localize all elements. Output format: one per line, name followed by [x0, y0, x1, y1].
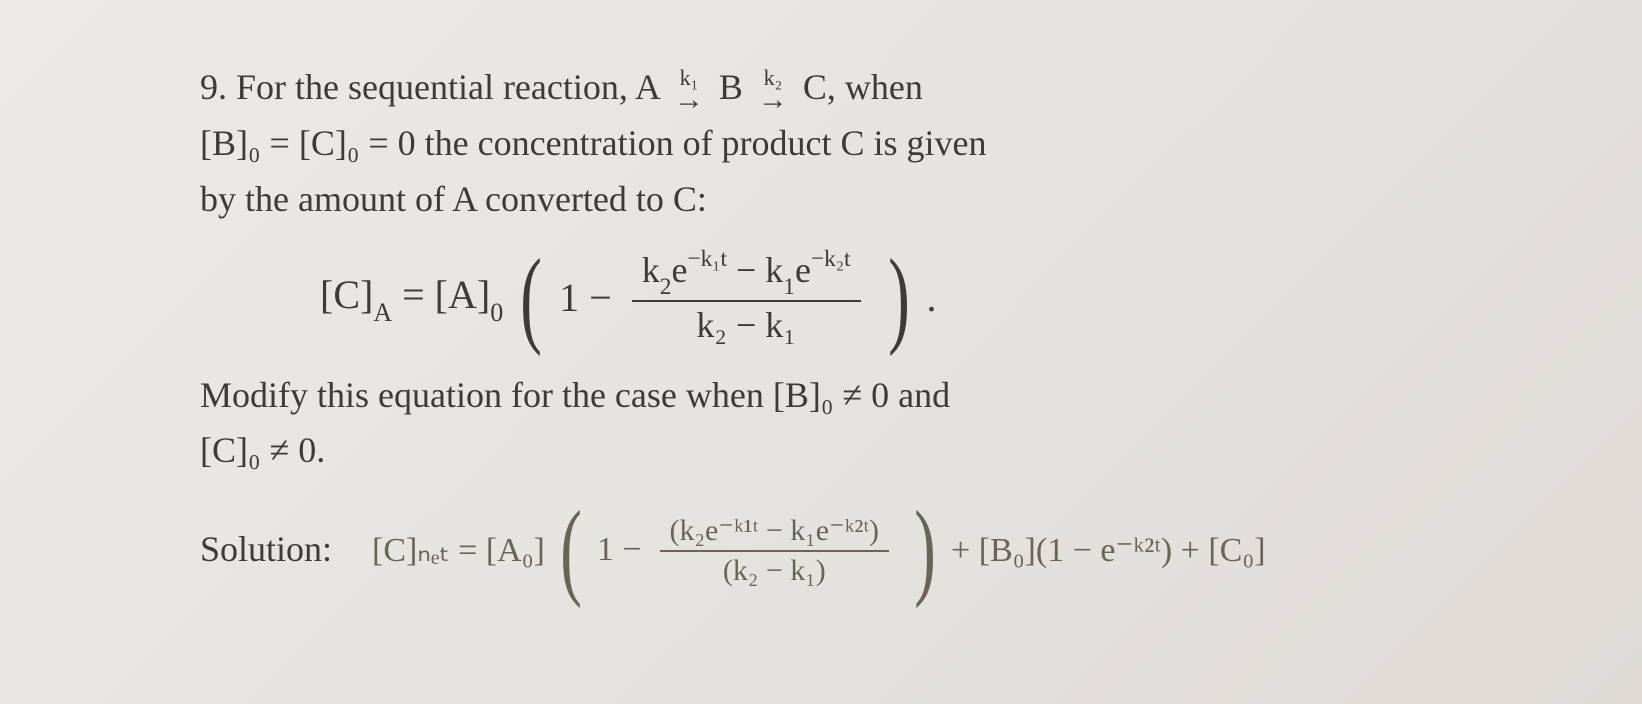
problem-line-5: [C]₀ ≠ 0.: [200, 423, 1442, 479]
solution-row: Solution: [C]ₙₑₜ = [A₀] ( 1 − (k₂e⁻ᵏ¹ᵗ −…: [200, 504, 1442, 596]
text-seq-reaction: For the sequential reaction, A: [236, 67, 659, 107]
problem-line-1: 9. For the sequential reaction, A k₁ → B…: [200, 60, 1442, 116]
eqn-eq: = [A]: [392, 272, 490, 317]
page: 9. For the sequential reaction, A k₁ → B…: [0, 0, 1642, 704]
solution-label: Solution:: [200, 522, 332, 578]
hw-fraction: (k₂e⁻ᵏ¹ᵗ − k₁e⁻ᵏ²ᵗ) (k₂ − k₁): [660, 511, 890, 590]
num-exp2: −k₂t: [811, 246, 851, 272]
problem-line-3: by the amount of A converted to C:: [200, 172, 1442, 228]
paren-open: (: [520, 252, 542, 344]
eqn-one-minus: 1 −: [559, 274, 612, 321]
symbol-B: B: [719, 67, 743, 107]
arrow-icon: →: [674, 85, 704, 115]
paren-close: ): [888, 252, 910, 344]
hw-plus-b: + [B₀](1 − e⁻ᵏ²ᵗ) + [C₀]: [951, 530, 1265, 570]
eqn-period: .: [926, 274, 936, 321]
eqn-a-sub: 0: [490, 298, 503, 327]
symbol-C-when: C, when: [803, 67, 923, 107]
fraction: k2e−k₁t − k1e−k₂t k₂ − k₁: [632, 247, 861, 347]
num-e1: e: [671, 250, 687, 290]
hw-lhs: [C]ₙₑₜ = [A₀]: [372, 530, 545, 570]
arrow-k1: k₁ →: [674, 67, 704, 115]
numerator: k2e−k₁t − k1e−k₂t: [632, 247, 861, 299]
eqn-c-sub: A: [373, 298, 392, 327]
num-k1-sub: 1: [783, 274, 795, 300]
hw-paren-open: (: [560, 504, 582, 596]
eqn-lhs: [C]A = [A]0: [320, 271, 503, 324]
problem-line-2: [B]₀ = [C]₀ = 0 the concentration of pro…: [200, 116, 1442, 172]
hw-paren-close: ): [914, 504, 936, 596]
num-e2: e: [795, 250, 811, 290]
num-exp1: −k₁t: [687, 246, 727, 272]
equation-display: [C]A = [A]0 ( 1 − k2e−k₁t − k1e−k₂t k₂ −…: [320, 247, 1442, 347]
hw-denominator: (k₂ − k₁): [713, 552, 836, 590]
eqn-c: [C]: [320, 272, 373, 317]
problem-line-4: Modify this equation for the case when […: [200, 368, 1442, 424]
handwritten-solution: [C]ₙₑₜ = [A₀] ( 1 − (k₂e⁻ᵏ¹ᵗ − k₁e⁻ᵏ²ᵗ) …: [372, 504, 1265, 596]
num-k2-sub: 2: [660, 274, 672, 300]
num-k: k: [642, 250, 660, 290]
arrow-icon: →: [758, 85, 788, 115]
arrow-k2: k₂ →: [758, 67, 788, 115]
hw-one-minus: 1 −: [597, 531, 642, 569]
hw-numerator: (k₂e⁻ᵏ¹ᵗ − k₁e⁻ᵏ²ᵗ): [660, 511, 890, 550]
denominator: k₂ − k₁: [686, 302, 805, 348]
num-minus: − k: [727, 250, 783, 290]
problem-number: 9.: [200, 67, 227, 107]
